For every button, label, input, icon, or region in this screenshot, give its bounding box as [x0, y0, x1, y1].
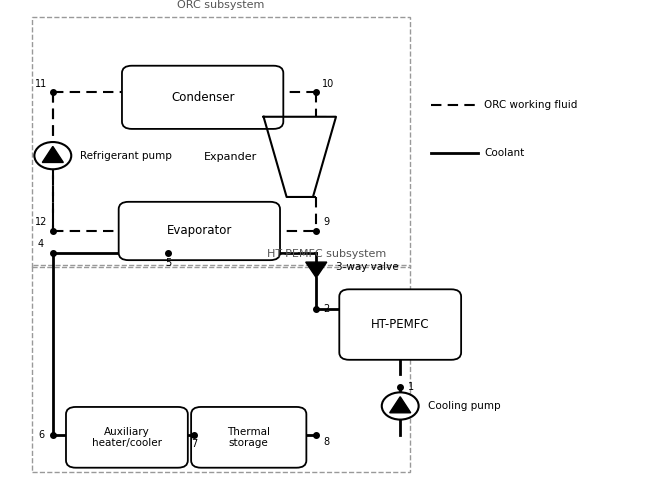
Text: Coolant: Coolant: [484, 148, 524, 158]
Polygon shape: [263, 117, 336, 197]
Circle shape: [34, 142, 71, 169]
Text: 10: 10: [322, 79, 334, 89]
Text: 9: 9: [323, 217, 329, 227]
FancyBboxPatch shape: [119, 202, 280, 260]
FancyBboxPatch shape: [339, 289, 461, 360]
FancyBboxPatch shape: [122, 65, 284, 129]
Text: ORC working fluid: ORC working fluid: [484, 100, 577, 110]
Text: Refrigerant pump: Refrigerant pump: [81, 151, 172, 161]
Circle shape: [382, 392, 419, 420]
Text: 6: 6: [38, 430, 44, 440]
Text: HT-PEMFC: HT-PEMFC: [371, 318, 429, 331]
Text: 5: 5: [165, 257, 171, 267]
Text: 3-way valve: 3-way valve: [336, 262, 398, 272]
FancyBboxPatch shape: [66, 407, 188, 468]
Text: 12: 12: [35, 217, 47, 227]
Text: Evaporator: Evaporator: [167, 225, 232, 238]
Text: Expander: Expander: [204, 152, 257, 162]
Text: 1: 1: [408, 381, 414, 391]
Text: 7: 7: [192, 439, 198, 449]
Text: Cooling pump: Cooling pump: [428, 401, 501, 411]
Text: ORC subsystem: ORC subsystem: [177, 0, 265, 10]
Polygon shape: [390, 397, 411, 413]
Text: Thermal
storage: Thermal storage: [227, 427, 270, 448]
Text: 8: 8: [323, 437, 329, 447]
Text: 11: 11: [35, 79, 47, 89]
FancyBboxPatch shape: [191, 407, 306, 468]
Text: Auxiliary
heater/cooler: Auxiliary heater/cooler: [92, 427, 162, 448]
Text: 2: 2: [323, 304, 329, 314]
Text: 4: 4: [38, 239, 44, 249]
Text: HT-PEMFC subsystem: HT-PEMFC subsystem: [267, 249, 386, 259]
Polygon shape: [42, 146, 63, 163]
Text: Condenser: Condenser: [171, 91, 235, 104]
Polygon shape: [306, 262, 327, 278]
